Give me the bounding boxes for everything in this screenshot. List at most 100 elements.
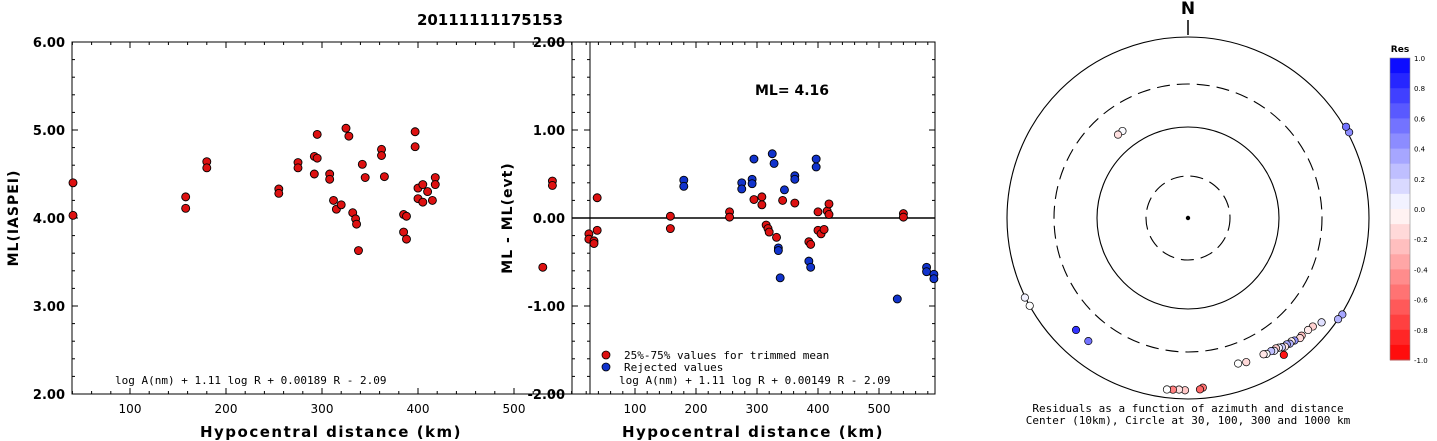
station-point: [1317, 318, 1326, 327]
colorbar-segment: [1390, 103, 1410, 119]
x-tick-label: 500: [868, 402, 891, 416]
x-axis-label: Hypocentral distance (km): [622, 423, 884, 441]
colorbar-segment: [1390, 269, 1410, 285]
station-point: [1234, 359, 1243, 368]
data-point: [767, 149, 777, 159]
data-point: [757, 200, 767, 210]
colorbar-frame: [1389, 57, 1411, 361]
station-point: [1020, 293, 1029, 302]
data-point: [357, 159, 367, 169]
colorbar: 1.0 0.8 0.6 0.4 0.2 0.0 -0.2 -0.4 -0.6 -0.8 -1.0: [1389, 55, 1428, 365]
legend-label-trimmed: 25%-75% values for trimmed mean: [624, 349, 829, 362]
colorbar-segment: [1390, 224, 1410, 240]
y-tick-label: 1.00: [533, 124, 565, 139]
data-point: [547, 180, 557, 190]
colorbar-segment: [1390, 239, 1410, 255]
data-point: [293, 163, 303, 173]
legend-marker-rejected: [601, 362, 611, 372]
north-label: N: [1181, 0, 1195, 19]
colorbar-segment: [1390, 329, 1410, 346]
data-point: [824, 210, 834, 219]
data-point: [68, 210, 78, 220]
data-point: [344, 131, 354, 141]
colorbar-segment: [1390, 163, 1410, 180]
station-point: [1242, 358, 1251, 367]
station-point: [1259, 350, 1268, 359]
data-point: [410, 142, 420, 152]
data-point: [402, 234, 411, 244]
y-tick-label: 2.00: [533, 36, 565, 51]
data-point: [325, 174, 335, 184]
data-point: [790, 174, 800, 184]
station-point: [1304, 325, 1313, 335]
data-point: [341, 123, 351, 133]
colorbar-title: Res: [1391, 45, 1409, 55]
colorbar-segment: [1390, 284, 1410, 301]
data-point: [202, 163, 212, 173]
data-point: [589, 239, 599, 248]
y-axis-label: ML - ML(evt): [500, 162, 516, 273]
data-point: [778, 195, 788, 205]
panel-polar-residuals: N Residuals as a function of azimuth and…: [1006, 0, 1428, 427]
station-point: [1195, 385, 1205, 394]
data-point: [309, 169, 319, 179]
distance-circle: [1145, 175, 1231, 261]
colorbar-tick-label: -0.8: [1414, 327, 1428, 335]
colorbar-segment: [1390, 193, 1410, 210]
x-tick-label: 500: [503, 402, 526, 416]
data-point: [898, 212, 908, 222]
center-dot: [1185, 215, 1191, 221]
y-tick-label: 3.00: [33, 300, 65, 315]
colorbar-tick-label: -1.0: [1414, 357, 1428, 365]
colorbar-tick-label: -0.2: [1414, 236, 1428, 244]
x-tick-label: 300: [746, 402, 769, 416]
data-point: [764, 227, 774, 237]
data-point: [806, 262, 816, 272]
colorbar-segment: [1390, 118, 1410, 134]
station-point: [1279, 350, 1288, 359]
data-point: [410, 127, 420, 137]
data-points: [68, 123, 599, 272]
data-point: [806, 239, 816, 249]
data-point: [423, 187, 433, 197]
data-points: [592, 149, 939, 304]
station-point: [1084, 337, 1093, 346]
x-tick-label: 300: [311, 402, 334, 416]
formula-text: log A(nm) + 1.11 log R + 0.00189 R - 2.0…: [115, 374, 387, 387]
data-point: [312, 153, 322, 163]
data-point: [769, 158, 779, 168]
distance-circles: [1006, 36, 1370, 400]
data-point: [274, 188, 284, 198]
y-tick-label: 0.00: [533, 212, 565, 227]
colorbar-segment: [1390, 148, 1410, 165]
station-point: [1341, 122, 1351, 131]
x-axis-label: Hypocentral distance (km): [200, 423, 462, 441]
x-tick-label: 200: [685, 402, 708, 416]
data-point: [780, 185, 789, 195]
colorbar-tick-label: 0.4: [1414, 146, 1426, 154]
colorbar-tick-label: -0.6: [1414, 297, 1428, 305]
data-point: [892, 294, 902, 304]
x-tick-label: 100: [624, 402, 647, 416]
x-tick-label: 100: [119, 402, 142, 416]
distance-circle: [1053, 83, 1323, 353]
data-point: [352, 219, 362, 229]
data-point: [665, 211, 675, 221]
caption-line-2: Center (10km), Circle at 30, 100, 300 an…: [1026, 414, 1351, 427]
data-point: [402, 211, 411, 221]
data-point: [312, 129, 322, 139]
data-point: [181, 203, 191, 213]
data-point: [377, 151, 386, 160]
legend-label-rejected: Rejected values: [624, 361, 723, 374]
y-tick-label: 6.00: [33, 36, 65, 51]
y-tick-label: 2.00: [33, 388, 65, 403]
data-point: [790, 198, 800, 208]
data-point: [749, 154, 759, 164]
data-point: [819, 224, 829, 234]
colorbar-segment: [1390, 299, 1410, 316]
x-tick-label: 200: [215, 402, 238, 416]
data-point: [68, 178, 78, 188]
tick-marks: -2.00 -1.00 0.00 1.00 2.00 100 200 300 400 500: [528, 36, 935, 416]
data-point: [379, 172, 389, 182]
